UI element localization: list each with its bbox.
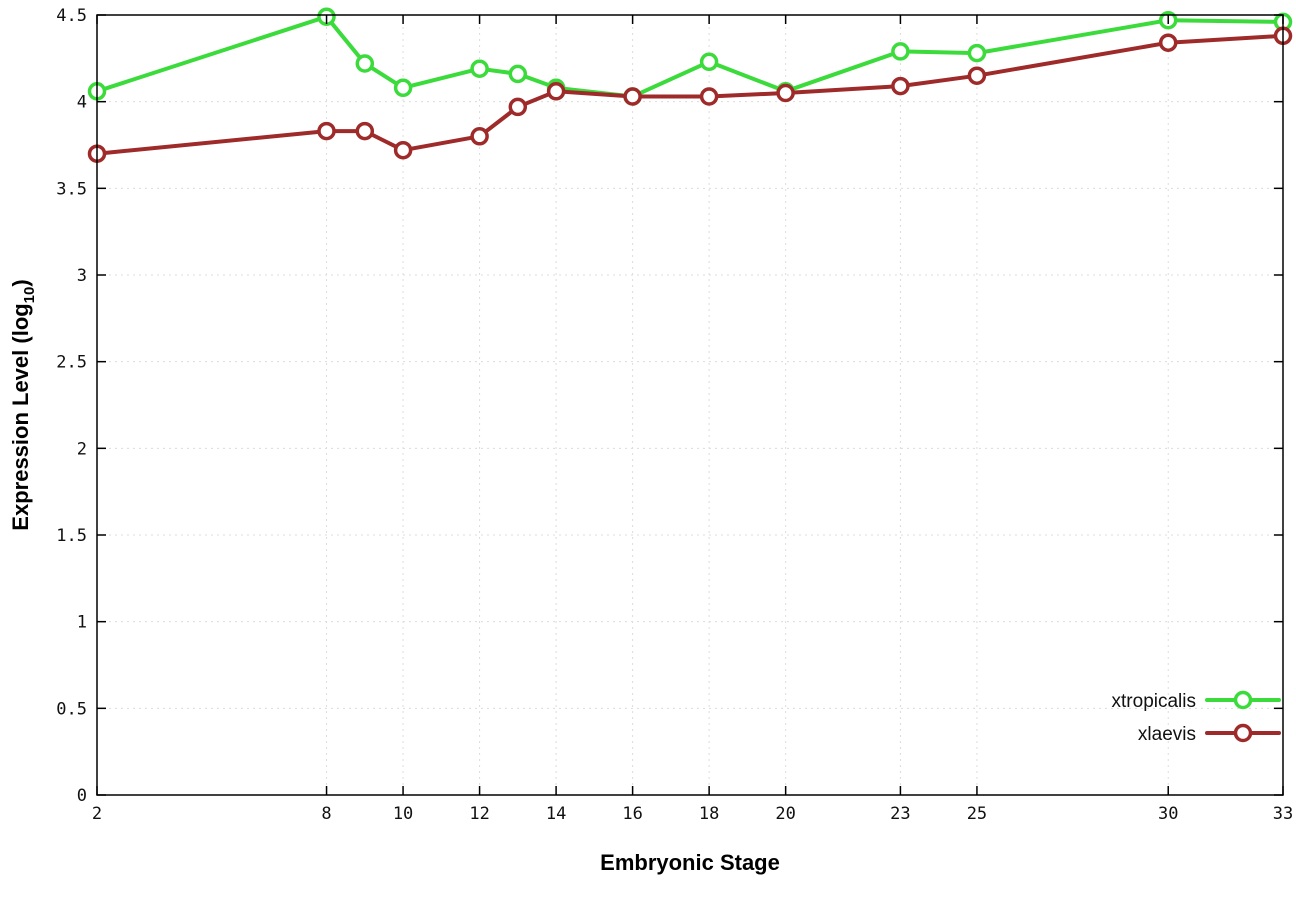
y-tick-label: 1.5 — [56, 526, 87, 546]
legend-label-xlaevis: xlaevis — [1138, 724, 1196, 745]
x-tick-label: 23 — [890, 804, 910, 824]
series-line-xtropicalis — [95, 14, 1285, 99]
y-tick-label: 2.5 — [56, 353, 87, 373]
series-layer — [87, 7, 1293, 163]
legend-label-xtropicalis: xtropicalis — [1112, 691, 1196, 712]
x-tick-label: 25 — [967, 804, 987, 824]
y-tick-label: 4 — [77, 93, 87, 113]
x-tick-label: 18 — [699, 804, 719, 824]
legend-sample-marker-xtropicalis — [1233, 690, 1253, 710]
x-tick-label: 33 — [1273, 804, 1293, 824]
series-marker-xlaevis — [1158, 33, 1178, 52]
y-axis-title: Expression Level (log10) — [8, 279, 38, 530]
plot-border — [96, 14, 1284, 796]
ticks-layer — [96, 14, 1284, 796]
series-marker-xlaevis — [393, 140, 413, 160]
series-marker-xlaevis — [891, 76, 910, 96]
legend: xtropicalis xlaevis — [1112, 690, 1281, 745]
series-marker-xtropicalis — [967, 43, 987, 63]
series-marker-xlaevis — [699, 87, 719, 106]
x-tick-label: 12 — [469, 804, 489, 824]
x-tick-label: 2 — [92, 804, 102, 824]
grid-layer — [96, 14, 1284, 796]
series-marker-xlaevis — [355, 121, 375, 141]
series-marker-xtropicalis — [699, 52, 719, 72]
y-tick-label: 3.5 — [56, 179, 87, 199]
series-marker-xtropicalis — [393, 78, 413, 98]
series-line-xlaevis — [95, 33, 1285, 156]
series-marker-xlaevis — [967, 66, 987, 85]
tick-labels-layer: 2 8 10 12 14 16 18 20 23 25 30 33 0 0.5 1 1.5 2 2.5 3 3.5 4 4… — [56, 6, 1293, 824]
x-tick-label: 16 — [622, 804, 642, 824]
x-tick-label: 20 — [775, 804, 795, 824]
y-tick-label: 1 — [77, 613, 87, 633]
y-tick-label: 2 — [77, 439, 87, 459]
legend-sample-marker-xlaevis — [1233, 723, 1253, 743]
series-marker-xlaevis — [317, 121, 336, 141]
x-tick-label: 30 — [1158, 804, 1178, 824]
series-marker-xtropicalis — [355, 54, 375, 73]
y-tick-label: 0.5 — [56, 699, 87, 719]
legend-item: xtropicalis — [1112, 690, 1281, 712]
x-tick-label: 10 — [393, 804, 413, 824]
series-marker-xlaevis — [508, 97, 528, 117]
x-tick-label: 14 — [546, 804, 566, 824]
series-marker-xtropicalis — [891, 42, 910, 61]
series-marker-xtropicalis — [470, 59, 489, 78]
series-marker-xlaevis — [623, 87, 642, 106]
y-tick-label: 4.5 — [56, 6, 87, 26]
series-marker-xlaevis — [470, 127, 489, 146]
x-axis-title: Embryonic Stage — [600, 850, 780, 875]
series-marker-xtropicalis — [508, 64, 528, 84]
x-tick-label: 8 — [321, 804, 331, 824]
series-marker-xlaevis — [776, 83, 795, 103]
series-marker-xlaevis — [546, 82, 566, 101]
y-tick-label: 3 — [77, 266, 87, 286]
legend-item: xlaevis — [1138, 723, 1281, 745]
y-tick-label: 0 — [77, 786, 87, 806]
